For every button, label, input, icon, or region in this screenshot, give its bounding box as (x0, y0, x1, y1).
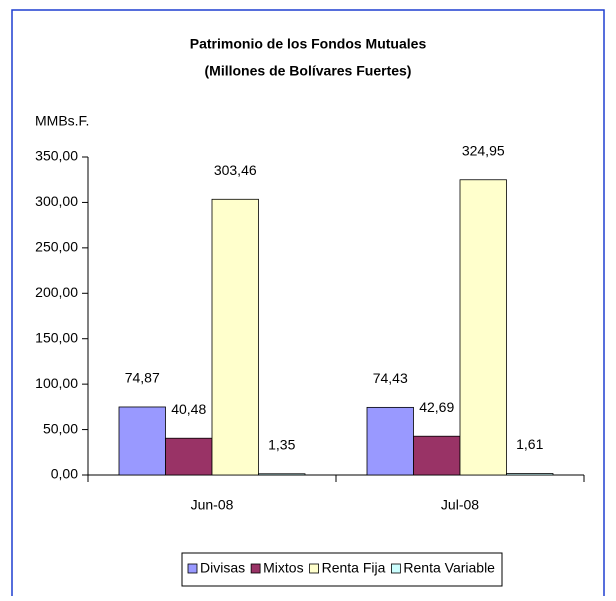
y-tick-label: 200,00 (35, 284, 78, 300)
y-tick-label: 0,00 (51, 466, 78, 482)
chart-subtitle: (Millones de Bolívares Fuertes) (205, 63, 412, 79)
y-tick-label: 350,00 (35, 148, 78, 164)
value-label: 40,48 (171, 401, 206, 417)
chart-frame (11, 9, 605, 601)
bar (118, 406, 166, 476)
value-label: 42,69 (419, 399, 454, 415)
legend-swatch (309, 563, 319, 574)
bar (211, 198, 259, 476)
chart-title: Patrimonio de los Fondos Mutuales (190, 36, 427, 52)
legend-label: Renta Variable (403, 560, 495, 576)
bar (413, 435, 461, 476)
bar (366, 406, 414, 476)
bar (459, 179, 507, 476)
y-tick-label: 300,00 (35, 193, 78, 209)
x-tick-label: Jul-08 (441, 497, 479, 513)
legend-label: Mixtos (263, 560, 303, 576)
value-label: 303,46 (214, 162, 257, 178)
legend-swatch (250, 563, 261, 574)
legend-label: Renta Fija (322, 560, 386, 576)
value-label: 74,87 (125, 370, 160, 386)
value-label: 1,61 (516, 436, 543, 452)
bar (506, 473, 554, 476)
y-tick-label: 250,00 (35, 239, 78, 255)
x-tick-label: Jun-08 (191, 497, 234, 513)
legend-label: Divisas (200, 560, 245, 576)
bar (165, 437, 213, 476)
y-tick-label: 50,00 (43, 420, 78, 436)
value-label: 74,43 (373, 370, 408, 386)
y-axis-label: MMBs.F. (35, 113, 89, 129)
bar (258, 473, 306, 476)
legend-box (181, 552, 503, 587)
legend-swatch (390, 563, 401, 574)
legend-swatch (187, 563, 198, 574)
y-tick-label: 100,00 (35, 375, 78, 391)
y-tick-label: 150,00 (35, 329, 78, 345)
value-label: 324,95 (462, 142, 505, 158)
value-label: 1,35 (268, 436, 295, 452)
